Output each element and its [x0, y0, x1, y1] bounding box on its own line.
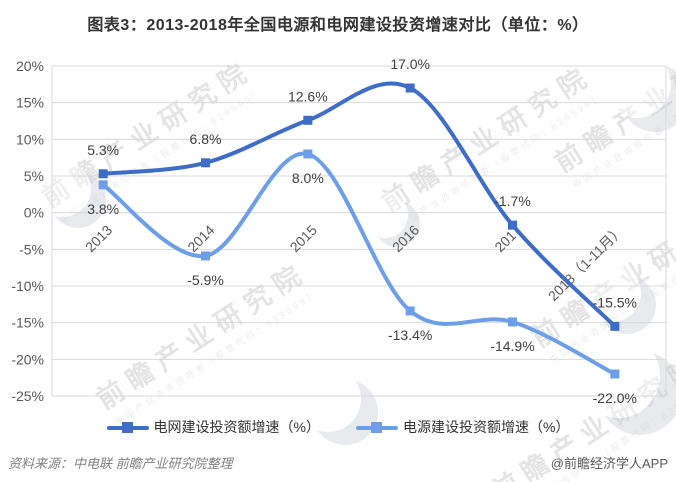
- data-point-marker-power-investment: [201, 251, 210, 261]
- data-point-marker-grid-investment: [405, 83, 415, 93]
- data-point-marker-grid-investment: [98, 169, 108, 179]
- credit-note: @前瞻经济学人APP: [550, 456, 668, 471]
- data-point-marker-power-investment: [303, 149, 313, 159]
- data-point-marker-grid-investment: [508, 220, 517, 230]
- y-axis-tick-label: 10%: [16, 131, 44, 147]
- data-label-grid-investment: -15.5%: [593, 294, 637, 310]
- data-label-power-investment: -5.9%: [187, 272, 224, 288]
- data-point-marker-power-investment: [98, 180, 108, 190]
- footer: 资料来源：中电联 前瞻产业研究院整理 @前瞻经济学人APP: [0, 453, 676, 472]
- y-axis-tick-label: -20%: [11, 351, 44, 367]
- data-label-power-investment: -22.0%: [593, 390, 637, 406]
- data-label-power-investment: 3.8%: [87, 201, 119, 217]
- x-axis-tick-label: 2013: [82, 222, 115, 255]
- x-axis-tick-label: 2018（1-11月）: [545, 222, 627, 304]
- y-axis-tick-label: 20%: [16, 58, 44, 74]
- legend-marker-power-line-icon: [356, 421, 398, 434]
- data-label-grid-investment: 17.0%: [390, 56, 430, 72]
- data-point-marker-grid-investment: [610, 321, 620, 331]
- y-axis-tick-label: -25%: [11, 388, 44, 404]
- data-label-grid-investment: 5.3%: [87, 142, 119, 158]
- legend: 电网建设投资额增速（%） 电源建设投资额增速（%）: [0, 417, 676, 437]
- series-line-power-investment: [101, 151, 617, 376]
- series-line-grid-investment: [101, 81, 617, 329]
- x-axis-tick-label: 2016: [389, 222, 422, 255]
- chart-title: 图表3：2013-2018年全国电源和电网建设投资增速对比（单位：%）: [87, 17, 589, 34]
- y-axis-tick-label: 15%: [16, 95, 44, 111]
- y-axis-tick-label: -15%: [11, 315, 44, 331]
- data-label-power-investment: 8.0%: [292, 170, 324, 186]
- y-axis-tick-label: 0%: [24, 205, 44, 221]
- data-point-marker-power-investment: [610, 369, 620, 379]
- legend-item-grid-investment: 电网建设投资额增速（%）: [106, 417, 320, 437]
- source-note: 资料来源：中电联 前瞻产业研究院整理: [8, 456, 233, 471]
- data-point-marker-grid-investment: [303, 115, 313, 125]
- legend-label-grid: 电网建设投资额增速（%）: [153, 419, 320, 435]
- legend-marker-grid-line-icon: [106, 421, 149, 434]
- x-axis-tick-label: 2014: [184, 222, 217, 255]
- legend-square-marker-icon: [371, 421, 382, 433]
- y-axis-tick-label: -10%: [11, 278, 44, 294]
- data-point-marker-power-investment: [508, 317, 517, 327]
- data-point-marker-grid-investment: [201, 158, 210, 168]
- data-point-marker-power-investment: [405, 306, 415, 316]
- data-label-grid-investment: -1.7%: [494, 193, 531, 209]
- y-axis-tick-label: -5%: [19, 241, 44, 257]
- x-axis-tick-label: 2015: [287, 222, 320, 255]
- y-axis-tick-label: 5%: [24, 168, 44, 184]
- legend-label-power: 电源建设投资额增速（%）: [403, 419, 570, 435]
- data-label-grid-investment: 12.6%: [288, 88, 328, 104]
- legend-square-marker-icon: [121, 421, 133, 433]
- legend-item-power-investment: 电源建设投资额增速（%）: [356, 417, 569, 437]
- data-label-power-investment: -14.9%: [490, 338, 534, 354]
- data-label-grid-investment: 6.8%: [190, 131, 222, 147]
- data-label-power-investment: -13.4%: [388, 327, 432, 343]
